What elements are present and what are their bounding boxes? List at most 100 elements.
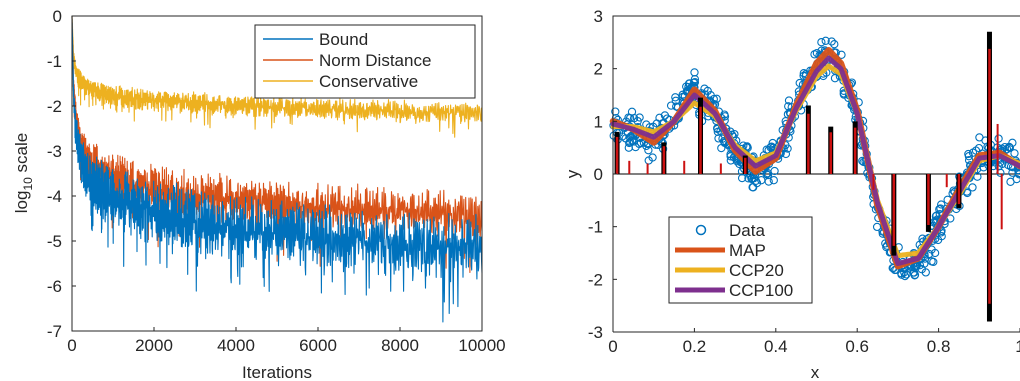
legend-label-norm-distance: Norm Distance [319, 51, 431, 70]
left-plot-y-tick-label: -7 [47, 322, 62, 341]
data-point [709, 94, 718, 104]
legend-label-ccp20: CCP20 [729, 261, 784, 280]
right-plot-y-tick-label: 1 [594, 112, 603, 131]
right-plot-y-tick-label: 0 [594, 165, 603, 184]
left-plot-y-tick-label: -1 [47, 52, 62, 71]
data-point [935, 205, 944, 214]
left-plot-y-tick-label: -6 [47, 277, 62, 296]
data-point [929, 257, 938, 267]
data-point [611, 107, 620, 116]
data-point [690, 75, 700, 84]
data-point [648, 153, 657, 162]
data-point [817, 38, 826, 47]
legend-label-map: MAP [729, 241, 766, 260]
data-point [964, 152, 974, 161]
left-plot-y-axis-label-subscript: 10 [21, 177, 35, 191]
right-plot-x-tick-label: 1 [1015, 337, 1020, 356]
data-point [726, 150, 735, 159]
data-point [821, 36, 830, 45]
left-plot: 0 2000 4000 6000 8000 10000 -7 -6 -5 -4 -3 -2 -1 0 I… [12, 7, 506, 381]
data-point [1004, 142, 1014, 152]
data-point [781, 149, 791, 159]
left-plot-x-tick-label: 6000 [299, 336, 337, 355]
left-legend-box [254, 24, 476, 99]
right-plot-x-tick-label: 0 [608, 337, 617, 356]
right-plot-x-axis-label: x [811, 363, 820, 381]
data-point [964, 156, 974, 165]
series-line-bound [71, 15, 483, 323]
left-plot-x-axis-label: Iterations [242, 363, 312, 381]
left-plot-y-tick-label: -3 [47, 142, 62, 161]
data-point [720, 110, 729, 119]
data-point [737, 173, 747, 183]
left-plot-x-tick-label: 8000 [381, 336, 419, 355]
left-plot-y-axis-label-suffix: scale [12, 133, 31, 177]
right-plot-y-tick-label: 2 [594, 60, 603, 79]
data-point [629, 114, 639, 123]
data-point [909, 268, 919, 277]
right-plot-y-tick-label: 3 [594, 7, 603, 26]
legend-label-conservative: Conservative [319, 72, 418, 91]
data-point [837, 50, 846, 59]
right-plot-x-tick-label: 0.4 [764, 337, 788, 356]
right-plot-y-tick-label: -1 [588, 218, 603, 237]
data-point [629, 137, 639, 146]
left-plot-x-tick-label: 0 [67, 336, 76, 355]
data-point [971, 146, 981, 155]
data-point [660, 111, 670, 120]
data-point [713, 127, 722, 136]
right-plot-y-tick-label: -2 [588, 270, 603, 289]
data-point [742, 142, 752, 151]
right-plot-y-tick-label: -3 [588, 323, 603, 342]
data-point [768, 138, 777, 148]
data-point [631, 142, 640, 152]
data-point [784, 96, 794, 105]
data-point [769, 176, 778, 185]
data-point [921, 268, 930, 277]
data-point [762, 169, 771, 179]
left-plot-y-tick-label: -5 [47, 232, 62, 251]
left-plot-y-axis-label: log10 scale [12, 133, 35, 213]
legend-swatch-data [695, 224, 707, 236]
right-plot-y-ticks: -3 -2 -1 0 1 2 3 [588, 7, 617, 342]
data-point [1008, 168, 1017, 177]
data-point [900, 271, 910, 281]
data-point [763, 170, 773, 180]
left-plot-series [71, 15, 483, 323]
series-curve-ccp100 [610, 55, 1020, 266]
left-plot-y-tick-label: 0 [53, 7, 62, 26]
left-plot-y-tick-label: -2 [47, 97, 62, 116]
data-point [830, 40, 839, 49]
series-line-conservative [71, 15, 483, 138]
data-point [827, 37, 836, 46]
data-point [744, 174, 753, 183]
data-point [752, 178, 762, 188]
data-point [635, 113, 644, 122]
left-plot-legend: Bound Norm Distance Conservative [254, 24, 476, 99]
data-point [730, 129, 739, 139]
right-plot-x-ticks: 0 0.2 0.4 0.6 0.8 1 [608, 328, 1020, 356]
data-point [766, 143, 775, 152]
right-plot-y-axis-label: y [563, 169, 582, 178]
right-plot-series [609, 31, 1020, 322]
data-point [671, 93, 680, 102]
left-plot-y-ticks: -7 -6 -5 -4 -3 -2 -1 0 [47, 7, 76, 341]
right-plot-x-tick-label: 0.8 [927, 337, 951, 356]
data-point [931, 212, 941, 221]
left-plot-frame [71, 15, 483, 332]
data-point [626, 138, 635, 147]
data-point [625, 113, 635, 123]
data-point [644, 146, 653, 155]
legend-label-bound: Bound [319, 30, 368, 49]
legend-label-ccp100: CCP100 [729, 281, 793, 300]
data-point [757, 176, 766, 185]
left-plot-y-tick-label: -4 [47, 187, 62, 206]
left-plot-x-tick-label: 10000 [458, 336, 505, 355]
data-point [937, 232, 946, 241]
left-plot-x-tick-label: 4000 [217, 336, 255, 355]
data-point [968, 183, 977, 192]
left-plot-x-tick-label: 2000 [135, 336, 173, 355]
data-point [770, 166, 779, 176]
